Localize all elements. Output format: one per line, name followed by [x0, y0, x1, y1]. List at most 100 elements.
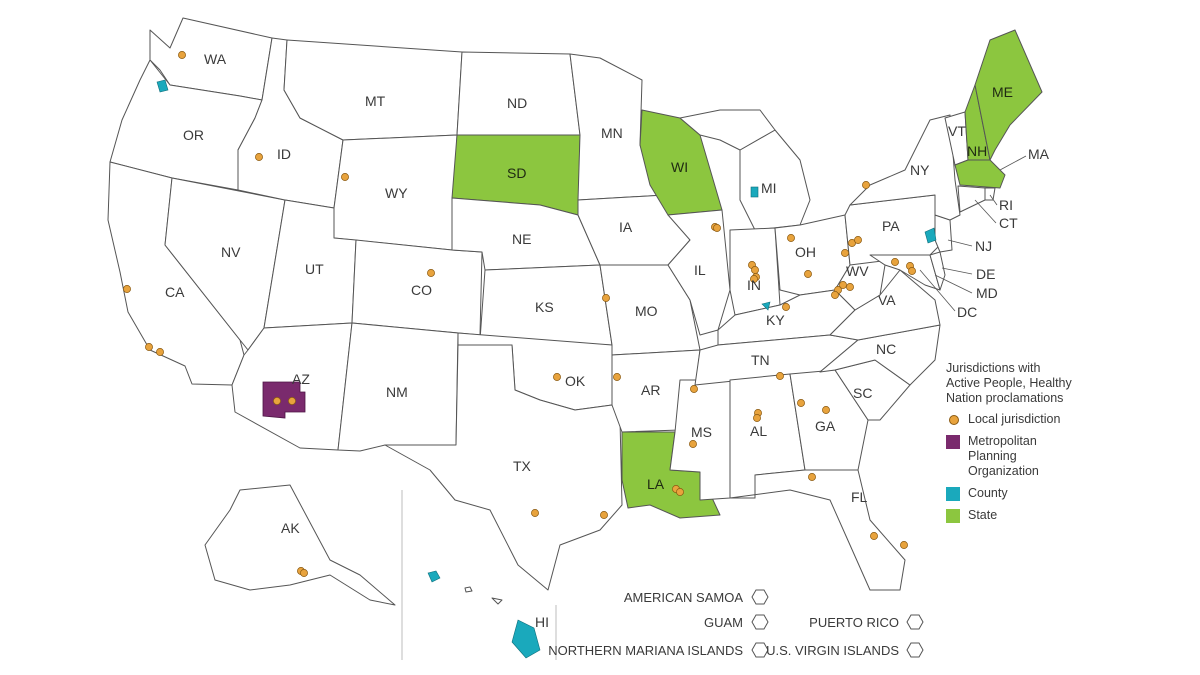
local-jurisdiction-dot	[178, 51, 186, 59]
label-tn: TN	[751, 352, 770, 368]
county-mark-nj	[924, 227, 937, 244]
state-ct	[957, 185, 986, 213]
local-jurisdiction-dot	[613, 373, 621, 381]
label-ga: GA	[815, 418, 836, 434]
label-nm: NM	[386, 384, 408, 400]
leader-ri	[989, 194, 998, 206]
label-va: VA	[878, 292, 896, 308]
territory-guam: GUAM	[704, 615, 743, 630]
label-la: LA	[647, 476, 665, 492]
state-il	[667, 209, 731, 336]
local-jurisdiction-dot	[831, 291, 839, 299]
label-co: CO	[411, 282, 432, 298]
local-jurisdiction-dot	[808, 473, 816, 481]
hexagon-icon	[906, 614, 924, 630]
label-ny: NY	[910, 162, 930, 178]
label-sc: SC	[853, 385, 872, 401]
local-jurisdiction-dot	[600, 511, 608, 519]
label-mt: MT	[365, 93, 386, 109]
label-fl: FL	[851, 489, 868, 505]
local-jurisdiction-dot	[255, 153, 263, 161]
label-nc: NC	[876, 341, 896, 357]
local-jurisdiction-dot	[900, 541, 908, 549]
local-jurisdiction-dot	[300, 569, 308, 577]
state-nj	[934, 214, 953, 253]
label-me: ME	[992, 84, 1013, 100]
legend-label-mpo: Metropolitan Planning Organization	[968, 434, 1039, 478]
label-nv: NV	[221, 244, 241, 260]
label-ct: CT	[999, 215, 1018, 231]
territory-american-samoa: AMERICAN SAMOA	[624, 590, 744, 605]
label-md: MD	[976, 285, 998, 301]
legend: Jurisdictions with Active People, Health…	[946, 361, 1076, 530]
state-mi-up	[679, 109, 776, 151]
label-sd: SD	[507, 165, 526, 181]
label-wv: WV	[846, 263, 869, 279]
local-jurisdiction-dot	[846, 283, 854, 291]
hawaii-island	[464, 586, 473, 593]
local-jurisdiction-dot	[602, 294, 610, 302]
local-jurisdiction-dot	[822, 406, 830, 414]
label-dc: DC	[957, 304, 977, 320]
county-mark-ky	[761, 301, 771, 311]
state-tx	[384, 344, 623, 591]
county-mark-wa	[156, 79, 169, 93]
label-oh: OH	[795, 244, 816, 260]
local-jurisdiction-dot	[288, 397, 296, 405]
legend-item-local: Local jurisdiction	[946, 412, 1076, 427]
local-jurisdiction-dot	[145, 343, 153, 351]
hawaii-island	[491, 597, 503, 605]
label-ma: MA	[1028, 146, 1050, 162]
local-jurisdiction-dot	[782, 303, 790, 311]
local-jurisdiction-dot	[427, 269, 435, 277]
state-mi	[739, 129, 811, 231]
label-ak: AK	[281, 520, 300, 536]
legend-label-state: State	[968, 508, 998, 522]
label-ne: NE	[512, 231, 531, 247]
legend-label-county: County	[968, 486, 1008, 500]
circle-icon	[946, 412, 962, 427]
local-jurisdiction-dot	[341, 173, 349, 181]
label-vt: VT	[948, 123, 966, 139]
state-co	[351, 239, 483, 336]
label-ks: KS	[535, 299, 554, 315]
label-il: IL	[694, 262, 706, 278]
label-ar: AR	[641, 382, 660, 398]
label-mi: MI	[761, 180, 777, 196]
local-jurisdiction-dot	[891, 258, 899, 266]
hawaii-islands	[427, 570, 541, 659]
local-jurisdiction-dot	[750, 275, 758, 283]
square-icon	[946, 486, 962, 501]
local-jurisdiction-dot	[776, 372, 784, 380]
territory-northern-mariana-islands: NORTHERN MARIANA ISLANDS	[548, 643, 743, 658]
label-de: DE	[976, 266, 995, 282]
local-jurisdiction-dot	[753, 414, 761, 422]
state-ak	[204, 484, 396, 606]
hawaii-county-big-island	[511, 619, 541, 659]
local-jurisdiction-dot	[690, 385, 698, 393]
territory-us-virgin-islands: U.S. VIRGIN ISLANDS	[766, 643, 899, 658]
label-nh: NH	[967, 143, 987, 159]
leader-md	[934, 274, 973, 294]
label-ca: CA	[165, 284, 185, 300]
local-jurisdiction-dot	[689, 440, 697, 448]
local-jurisdiction-dot	[751, 266, 759, 274]
local-jurisdiction-dot	[797, 399, 805, 407]
square-icon	[946, 434, 962, 449]
local-jurisdiction-dot	[713, 224, 721, 232]
state-nd	[456, 51, 581, 136]
state-de	[929, 251, 946, 291]
label-mo: MO	[635, 303, 658, 319]
local-jurisdiction-dot	[804, 270, 812, 278]
label-wy: WY	[385, 185, 408, 201]
state-ri	[984, 187, 996, 201]
label-ky: KY	[766, 312, 785, 328]
hexagon-icon	[751, 642, 769, 658]
label-hi: HI	[535, 614, 549, 630]
label-ut: UT	[305, 261, 324, 277]
label-ia: IA	[619, 219, 633, 235]
local-jurisdiction-dot	[531, 509, 539, 517]
local-jurisdiction-dot	[787, 234, 795, 242]
label-nj: NJ	[975, 238, 992, 254]
